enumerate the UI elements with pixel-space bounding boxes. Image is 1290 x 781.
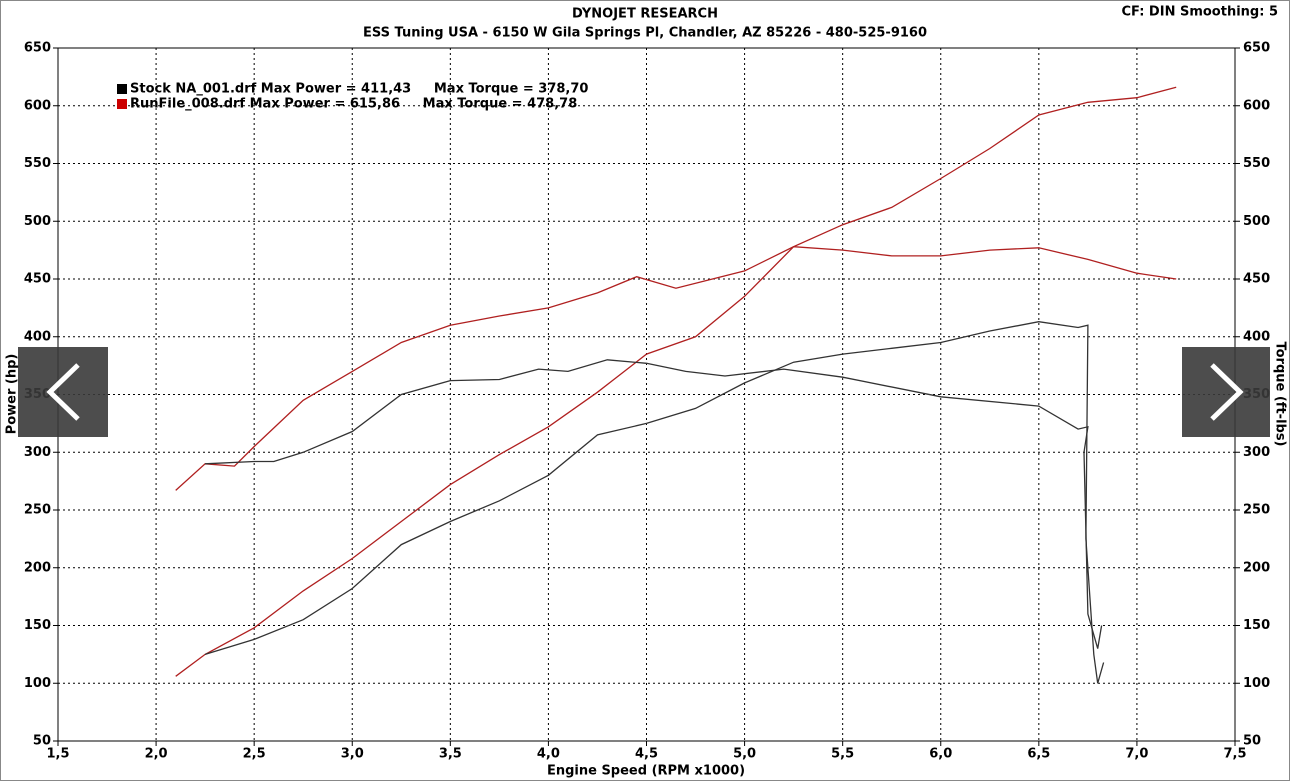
series-line bbox=[204, 321, 1105, 684]
y-tick-label: 550 bbox=[24, 156, 51, 171]
next-button[interactable] bbox=[1182, 347, 1270, 437]
x-tick-label: 1,5 bbox=[46, 747, 69, 762]
y-tick-label: 100 bbox=[24, 676, 51, 691]
y-tick-label: 150 bbox=[24, 618, 51, 633]
x-tick-label: 7,0 bbox=[1125, 747, 1148, 762]
y2-tick-label: 550 bbox=[1243, 156, 1270, 171]
y2-tick-label: 200 bbox=[1243, 560, 1270, 575]
x-axis-label: Engine Speed (RPM x1000) bbox=[547, 764, 745, 779]
y2-tick-label: 500 bbox=[1243, 214, 1270, 229]
x-tick-label: 6,5 bbox=[1027, 747, 1050, 762]
x-tick-label: 6,0 bbox=[929, 747, 952, 762]
chart-subtitle: ESS Tuning USA - 6150 W Gila Springs Pl,… bbox=[363, 26, 927, 41]
y-tick-label: 50 bbox=[33, 734, 51, 749]
corner-text: CF: DIN Smoothing: 5 bbox=[1122, 5, 1279, 20]
y-axis-label: Power (hp) bbox=[5, 354, 20, 435]
y-tick-label: 450 bbox=[24, 272, 51, 287]
x-tick-label: 5,0 bbox=[733, 747, 756, 762]
next-icon[interactable] bbox=[1210, 363, 1244, 421]
y2-tick-label: 50 bbox=[1243, 734, 1261, 749]
series-line bbox=[175, 86, 1177, 677]
x-tick-label: 7,5 bbox=[1223, 747, 1246, 762]
prev-button-bg[interactable] bbox=[18, 347, 108, 437]
y2-tick-label: 250 bbox=[1243, 503, 1270, 518]
chart-title: DYNOJET RESEARCH bbox=[572, 7, 718, 22]
y-tick-label: 200 bbox=[24, 560, 51, 575]
x-tick-label: 5,5 bbox=[831, 747, 854, 762]
y-tick-label: 500 bbox=[24, 214, 51, 229]
y2-axis-label: Torque (ft-lbs) bbox=[1273, 341, 1288, 446]
y-tick-label: 650 bbox=[24, 41, 51, 56]
legend-swatch bbox=[117, 99, 127, 109]
y2-tick-label: 400 bbox=[1243, 329, 1270, 344]
series-line bbox=[205, 359, 1103, 649]
x-tick-label: 2,5 bbox=[243, 747, 266, 762]
y-tick-label: 600 bbox=[24, 98, 51, 113]
y2-tick-label: 150 bbox=[1243, 618, 1270, 633]
legend-swatch bbox=[117, 84, 127, 94]
series-line bbox=[175, 246, 1177, 491]
y-tick-label: 300 bbox=[24, 445, 51, 460]
y2-tick-label: 300 bbox=[1243, 445, 1270, 460]
y2-tick-label: 450 bbox=[1243, 272, 1270, 287]
x-tick-label: 2,0 bbox=[145, 747, 168, 762]
legend-text: Stock NA_001.drf Max Power = 411,43 Max … bbox=[130, 82, 588, 97]
prev-button[interactable] bbox=[18, 347, 108, 437]
x-tick-label: 3,0 bbox=[341, 747, 364, 762]
y-tick-label: 250 bbox=[24, 503, 51, 518]
prev-icon[interactable] bbox=[46, 363, 80, 421]
y2-tick-label: 100 bbox=[1243, 676, 1270, 691]
x-tick-label: 3,5 bbox=[439, 747, 462, 762]
y2-tick-label: 650 bbox=[1243, 41, 1270, 56]
legend-text: RunFile_008.drf Max Power = 615,86 Max T… bbox=[130, 97, 577, 112]
y2-tick-label: 600 bbox=[1243, 98, 1270, 113]
x-tick-label: 4,0 bbox=[537, 747, 560, 762]
next-button-bg[interactable] bbox=[1182, 347, 1270, 437]
y-tick-label: 400 bbox=[24, 329, 51, 344]
x-tick-label: 4,5 bbox=[635, 747, 658, 762]
